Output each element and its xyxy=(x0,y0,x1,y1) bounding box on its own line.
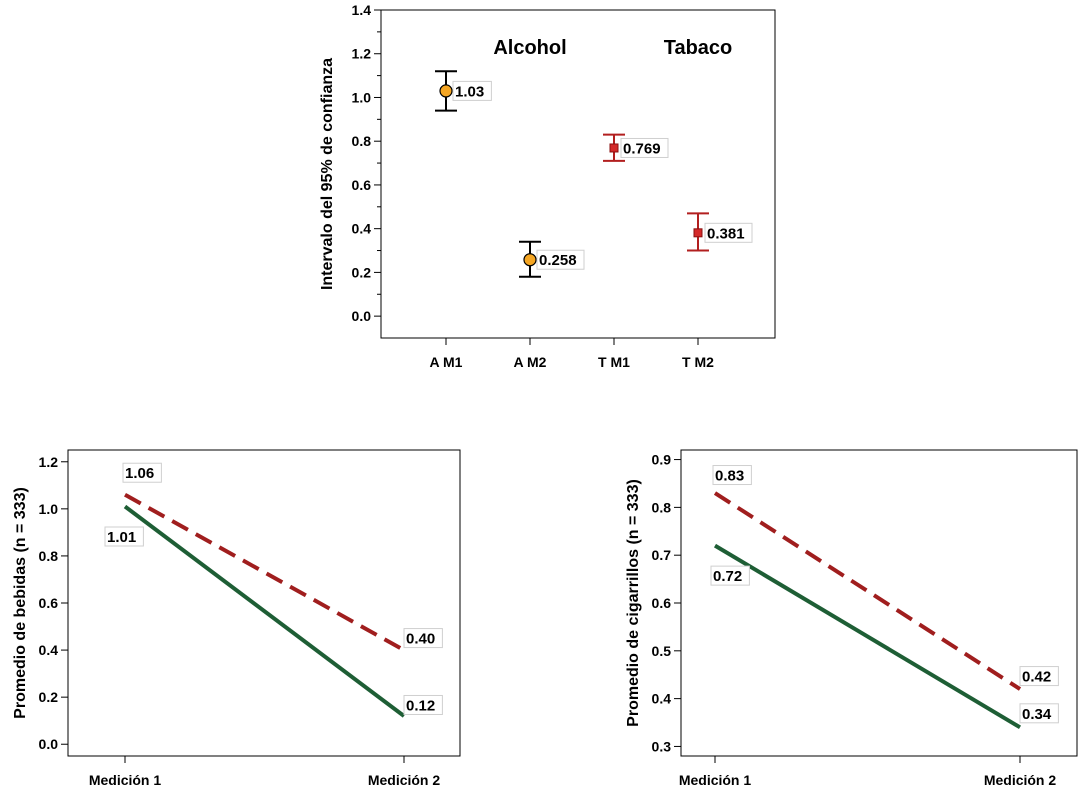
drinks-chart-x-tick-label: Medición 1 xyxy=(89,772,162,788)
drinks-chart-x-tick-label: Medición 2 xyxy=(368,772,441,788)
drinks-chart-y-tick-label: 1.2 xyxy=(39,454,59,470)
cigarettes-chart-y-tick-label: 0.7 xyxy=(652,547,672,563)
cigarettes-chart-x-tick-label: Medición 1 xyxy=(679,772,752,788)
ci-point-label: 0.258 xyxy=(539,252,577,269)
drinks-chart-dashed-series-line xyxy=(124,492,405,652)
cigarettes-chart-dashed-series-line xyxy=(713,491,1022,691)
drinks-chart-data-label-box xyxy=(403,628,443,649)
cigarettes-chart-y-tick-label: 0.8 xyxy=(652,499,672,515)
ci-point-marker xyxy=(439,84,453,98)
ci-y-tick-label: 1.0 xyxy=(352,89,372,105)
drinks-chart-data-label: 0.12 xyxy=(406,697,435,714)
cigarettes-chart-data-label-box xyxy=(1019,703,1059,724)
ci-point-marker xyxy=(693,228,703,238)
cigarettes-chart-data-label-box xyxy=(712,465,752,486)
drinks-chart-y-tick-label: 1.0 xyxy=(39,501,59,517)
ci-point-label: 1.03 xyxy=(455,83,484,100)
drinks-chart-data-label: 1.01 xyxy=(107,529,136,546)
cigarettes-chart-y-tick-label: 0.4 xyxy=(652,691,672,707)
ci-group-label-tobacco: Tabaco xyxy=(664,37,733,59)
ci-group-label-alcohol: Alcohol xyxy=(493,37,566,59)
cigarettes-chart-data-label: 0.83 xyxy=(715,468,744,485)
cigarettes-chart-frame xyxy=(680,449,1078,757)
drinks-chart-data-label: 1.06 xyxy=(125,465,154,482)
cigarettes-chart-data-label-box xyxy=(1019,666,1059,687)
ci-point-marker xyxy=(609,143,619,153)
drinks-chart-data-label-box xyxy=(403,694,443,715)
cigarettes-chart-x-tick-label: Medición 2 xyxy=(984,772,1057,788)
ci-chart: 0.0 0.2 0.4 0.6 0.8 1.0 1.2 1.4 Intervalo del 95… xyxy=(319,2,776,370)
drinks-chart-solid-series-line xyxy=(123,504,406,718)
cigarettes-chart-data-label: 0.42 xyxy=(1022,669,1051,686)
ci-y-axis-label: Intervalo del 95% de confianza xyxy=(319,58,336,290)
ci-point-label: 0.769 xyxy=(623,140,661,157)
cigarettes-chart: 0.3 0.4 0.5 0.6 0.7 0.8 0.9 Promedio de cigarri… xyxy=(625,449,1078,788)
drinks-chart-y-axis-label: Promedio de bebidas (n = 333) xyxy=(12,487,29,719)
ci-y-tick-label: 0.2 xyxy=(352,264,372,280)
cigarettes-chart-y-axis-label: Promedio de cigarrillos (n = 333) xyxy=(625,479,642,727)
drinks-chart-y-tick-label: 0.0 xyxy=(39,736,59,752)
drinks-chart: 0.0 0.2 0.4 0.6 0.8 1.0 1.2 Promedio de bebidas… xyxy=(12,449,461,788)
cigarettes-chart-data-label-box xyxy=(710,565,750,586)
ci-x-tick-label: A M2 xyxy=(514,354,547,370)
ci-x-tick-label: A M1 xyxy=(430,354,463,370)
ci-point-label-box xyxy=(452,80,492,101)
ci-point-label: 0.381 xyxy=(707,225,745,242)
drinks-chart-y-tick-label: 0.4 xyxy=(39,642,59,658)
cigarettes-chart-y-tick-label: 0.9 xyxy=(652,452,672,468)
cigarettes-chart-data-label: 0.34 xyxy=(1022,706,1052,723)
drinks-chart-data-label-box xyxy=(122,462,162,483)
cigarettes-chart-y-tick-label: 0.3 xyxy=(652,738,672,754)
ci-y-tick-label: 0.4 xyxy=(352,221,372,237)
cigarettes-chart-y-tick-label: 0.6 xyxy=(652,595,672,611)
ci-y-tick-label: 0.6 xyxy=(352,177,372,193)
ci-x-tick-label: T M2 xyxy=(682,354,714,370)
drinks-chart-y-tick-label: 0.2 xyxy=(39,689,59,705)
ci-point-label-box xyxy=(704,222,753,243)
ci-y-tick-label: 1.4 xyxy=(352,2,372,18)
ci-point-label-box xyxy=(620,137,669,158)
ci-x-tick-label: T M1 xyxy=(598,354,630,370)
ci-plot-frame xyxy=(380,9,776,339)
drinks-chart-data-label-box xyxy=(104,526,144,547)
cigarettes-chart-solid-series-line xyxy=(713,543,1022,730)
cigarettes-chart-data-label: 0.72 xyxy=(713,568,742,585)
ci-point-marker xyxy=(523,253,537,267)
drinks-chart-data-label: 0.40 xyxy=(406,631,435,648)
ci-point-label-box xyxy=(536,249,585,270)
drinks-chart-y-tick-label: 0.8 xyxy=(39,548,59,564)
ci-y-tick-label: 0.8 xyxy=(352,133,372,149)
ci-y-tick-label: 0.0 xyxy=(352,308,372,324)
drinks-chart-y-tick-label: 0.6 xyxy=(39,595,59,611)
cigarettes-chart-y-tick-label: 0.5 xyxy=(652,643,672,659)
ci-y-tick-label: 1.2 xyxy=(352,46,372,62)
